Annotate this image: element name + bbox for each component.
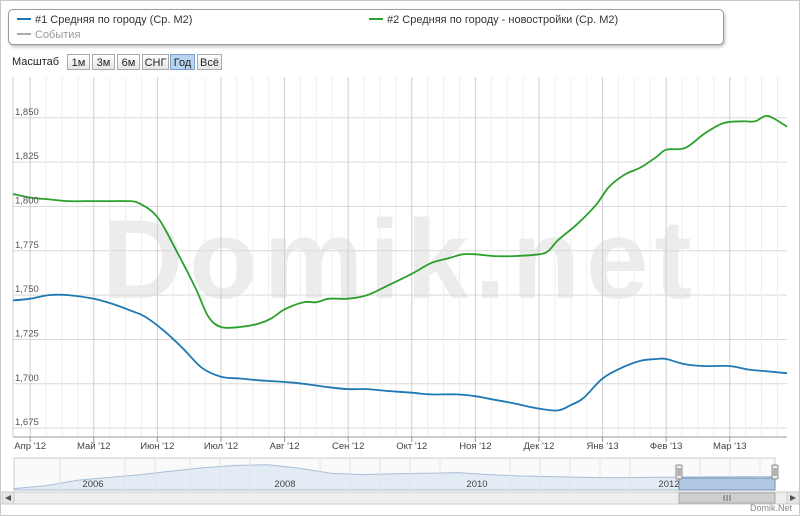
legend-swatch-gray-icon	[17, 33, 31, 36]
legend-swatch-green-icon	[369, 18, 383, 21]
legend-label-1: #1 Средняя по городу (Ср. М2)	[35, 14, 193, 26]
legend-item-series-1[interactable]: #1 Средняя по городу (Ср. М2)	[17, 14, 192, 27]
legend-item-events[interactable]: События	[17, 29, 80, 42]
range-button-ytd[interactable]: СНГ	[142, 54, 169, 70]
range-button-1m[interactable]: 1м	[67, 54, 90, 70]
legend-label-2: #2 Средняя по городу - новостройки (Ср. …	[387, 14, 619, 26]
range-button-year[interactable]: Год	[170, 54, 195, 70]
legend-swatch-blue-icon	[17, 18, 31, 21]
range-button-6m[interactable]: 6м	[117, 54, 140, 70]
legend-item-series-2[interactable]: #2 Средняя по городу - новостройки (Ср. …	[369, 14, 618, 27]
range-button-3m[interactable]: 3м	[92, 54, 115, 70]
range-selector-label: Масштаб	[12, 56, 60, 68]
range-button-all[interactable]: Всё	[197, 54, 222, 70]
legend-label-events: События	[35, 29, 81, 41]
legend: #1 Средняя по городу (Ср. М2) #2 Средняя…	[8, 9, 724, 45]
